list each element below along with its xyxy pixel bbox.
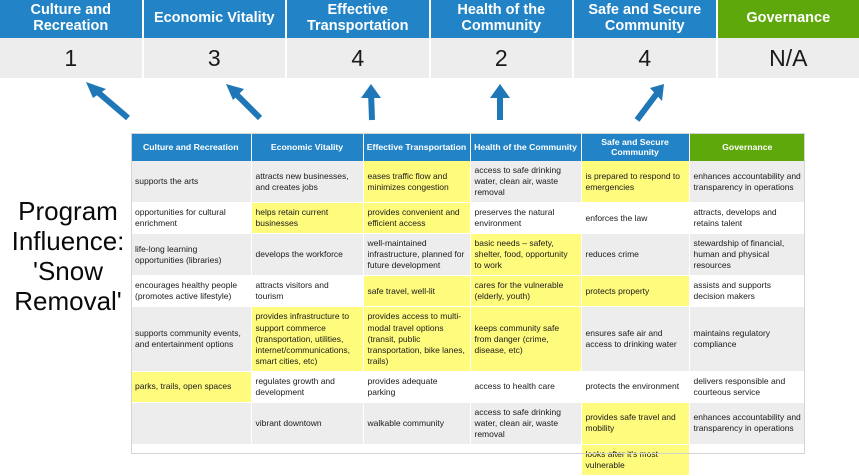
matrix-cell: protects the environment (581, 371, 689, 402)
matrix-cell (131, 444, 251, 475)
summary-value-cell: 3 (144, 38, 288, 78)
matrix-cell-highlighted: provides access to multi-modal travel op… (363, 307, 470, 371)
matrix-cell: develops the workforce (251, 234, 363, 276)
matrix-cell-highlighted: parks, trails, open spaces (131, 371, 251, 402)
program-influence-label: Program Influence: 'Snow Removal' (6, 196, 130, 317)
matrix-cell: access to safe drinking water, clean air… (470, 402, 581, 444)
matrix-cell: vibrant downtown (251, 402, 363, 444)
matrix-cell: provides adequate parking (363, 371, 470, 402)
matrix-cell-highlighted: provides safe travel and mobility (581, 402, 689, 444)
program-influence-line-3: 'Snow (6, 256, 130, 286)
matrix-cell: maintains regulatory compliance (689, 307, 805, 371)
matrix-row: looks after it's most vulnerable (131, 444, 805, 475)
matrix-cell: life-long learning opportunities (librar… (131, 234, 251, 276)
summary-header-cell: Effective Transportation (287, 0, 431, 38)
matrix-row: supports community events, and entertain… (131, 307, 805, 371)
matrix-column-header: Safe and Secure Community (581, 133, 689, 161)
summary-header-cell: Culture and Recreation (0, 0, 144, 38)
arrow-line-1 (93, 88, 128, 118)
matrix-cell: enforces the law (581, 203, 689, 234)
matrix-cell (470, 444, 581, 475)
matrix-cell: assists and supports decision makers (689, 276, 805, 307)
arrow-head-1 (86, 82, 106, 98)
matrix-cell-highlighted: provides infrastructure to support comme… (251, 307, 363, 371)
arrow-line-2 (232, 90, 260, 118)
matrix-column-header: Economic Vitality (251, 133, 363, 161)
influence-arrows-group (0, 76, 859, 136)
matrix-row: encourages healthy people (promotes acti… (131, 276, 805, 307)
matrix-cell: attracts, develops and retains talent (689, 203, 805, 234)
matrix-cell-highlighted: protects property (581, 276, 689, 307)
summary-header-cell: Governance (718, 0, 859, 38)
matrix-cell: regulates growth and development (251, 371, 363, 402)
matrix-cell (363, 444, 470, 475)
arrow-head-3 (361, 84, 381, 98)
matrix-cell: well-maintained infrastructure, planned … (363, 234, 470, 276)
matrix-cell: walkable community (363, 402, 470, 444)
arrow-line-5 (637, 92, 658, 120)
summary-value-cell: N/A (718, 38, 859, 78)
matrix-column-header: Health of the Community (470, 133, 581, 161)
matrix-cell-highlighted: looks after it's most vulnerable (581, 444, 689, 475)
summary-value-cell: 1 (0, 38, 144, 78)
arrow-head-4 (490, 84, 510, 98)
summary-value-cell: 2 (431, 38, 575, 78)
summary-header-cell: Economic Vitality (144, 0, 288, 38)
program-influence-line-1: Program (6, 196, 130, 226)
matrix-cell: enhances accountability and transparency… (689, 402, 805, 444)
arrow-head-2 (226, 84, 244, 100)
matrix-cell: reduces crime (581, 234, 689, 276)
matrix-cell-highlighted: basic needs – safety, shelter, food, opp… (470, 234, 581, 276)
matrix-cell-highlighted: provides convenient and efficient access (363, 203, 470, 234)
summary-value-cell: 4 (287, 38, 431, 78)
matrix-cell-highlighted: safe travel, well-lit (363, 276, 470, 307)
matrix-cell-highlighted: cares for the vulnerable (elderly, youth… (470, 276, 581, 307)
matrix-cell-highlighted: is prepared to respond to emergencies (581, 161, 689, 203)
program-influence-line-2: Influence: (6, 226, 130, 256)
arrow-head-5 (650, 84, 664, 101)
matrix-cell: supports community events, and entertain… (131, 307, 251, 371)
matrix-cell: supports the arts (131, 161, 251, 203)
program-influence-line-4: Removal' (6, 286, 130, 316)
matrix-cell: access to health care (470, 371, 581, 402)
summary-value-cell: 4 (574, 38, 718, 78)
arrow-line-3 (371, 92, 372, 120)
matrix-cell: access to safe drinking water, clean air… (470, 161, 581, 203)
matrix-cell: attracts new businesses, and creates job… (251, 161, 363, 203)
matrix-column-header: Effective Transportation (363, 133, 470, 161)
matrix-cell: attracts visitors and tourism (251, 276, 363, 307)
matrix-cell (689, 444, 805, 475)
matrix-cell-highlighted: keeps community safe from danger (crime,… (470, 307, 581, 371)
matrix-column-header: Governance (689, 133, 805, 161)
matrix-cell: encourages healthy people (promotes acti… (131, 276, 251, 307)
matrix-cell (131, 402, 251, 444)
matrix-cell: preserves the natural environment (470, 203, 581, 234)
matrix-row: life-long learning opportunities (librar… (131, 234, 805, 276)
matrix-cell: ensures safe air and access to drinking … (581, 307, 689, 371)
matrix-cell: opportunities for cultural enrichment (131, 203, 251, 234)
matrix-cell (251, 444, 363, 475)
matrix-column-header: Culture and Recreation (131, 133, 251, 161)
summary-header-cell: Safe and Secure Community (574, 0, 718, 38)
matrix-cell: stewardship of financial, human and phys… (689, 234, 805, 276)
matrix-cell: enhances accountability and transparency… (689, 161, 805, 203)
summary-header-cell: Health of the Community (431, 0, 575, 38)
matrix-cell-highlighted: eases traffic flow and minimizes congest… (363, 161, 470, 203)
matrix-cell: delivers responsible and courteous servi… (689, 371, 805, 402)
matrix-cell-highlighted: helps retain current businesses (251, 203, 363, 234)
